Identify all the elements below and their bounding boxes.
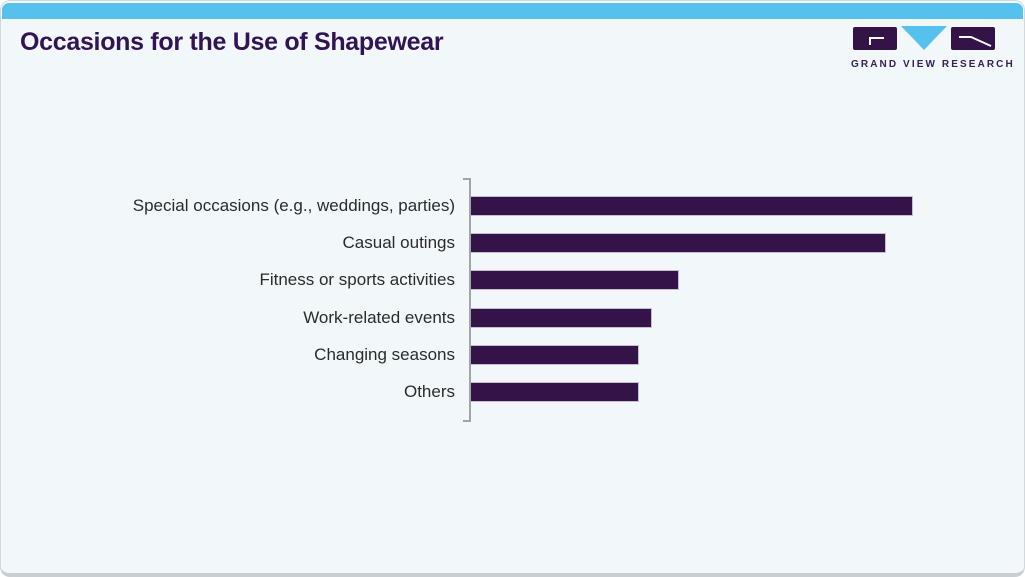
bar [471,345,639,365]
category-label: Fitness or sports activities [259,270,455,289]
y-axis-bottom-tick [463,420,471,422]
category-label: Special occasions (e.g., weddings, parti… [132,196,455,215]
gvr-logo-icon [853,26,995,50]
category-label: Work-related events [303,308,455,327]
category-label: Changing seasons [314,345,455,364]
bar [471,382,639,402]
top-accent-bar [2,3,1023,19]
bar [471,196,913,216]
y-axis-top-tick [463,178,471,180]
bar [471,233,886,253]
brand-name: GRAND VIEW RESEARCH [851,59,1015,70]
bar [471,270,679,290]
category-label: Casual outings [342,233,455,252]
y-axis-line [469,178,471,422]
bar [471,308,652,328]
page-title: Occasions for the Use of Shapewear [20,28,444,56]
category-label: Others [403,382,455,401]
brand-logo: GRAND VIEW RESEARCH [851,26,1015,70]
